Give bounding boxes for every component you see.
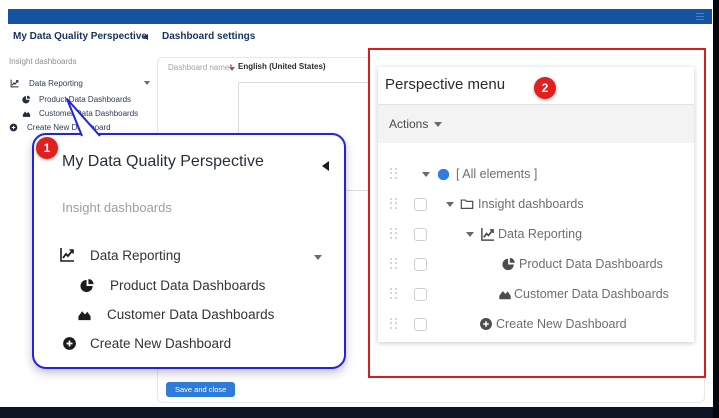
tree-row-label: Data Reporting [498,227,583,241]
folder-icon [460,197,474,211]
language-selected[interactable]: English (United States) [238,62,326,71]
page-title: Dashboard settings [162,31,256,42]
tree-row-product-data-dashboards[interactable]: Product Data Dashboards [378,249,694,279]
blue-circle-icon [437,168,450,181]
caret-down-icon[interactable] [446,201,454,207]
tree-row-label: [ All elements ] [456,167,538,181]
caret-down-icon[interactable] [466,231,474,237]
perspective-menu-title: Perspective menu [385,76,506,93]
line-chart-icon [59,247,75,263]
caret-down-icon[interactable] [422,171,430,177]
sidebar-item-create-new-dashboard[interactable]: Create New Dashboard [9,121,149,133]
drag-handle-icon[interactable] [390,197,398,211]
area-chart-icon [498,287,512,301]
perspective-menu-card: Perspective menu Actions [ All elements … [378,67,694,342]
bubble-item-label: Create New Dashboard [90,335,232,351]
divider [378,104,694,105]
annotation-badge-2: 2 [534,77,556,99]
row-checkbox[interactable] [414,317,427,331]
annotation-box-2: Perspective menu Actions [ All elements … [368,48,706,378]
tree-row-data-reporting[interactable]: Data Reporting [378,219,694,249]
language-chevron-down-icon[interactable] [229,67,235,71]
plus-circle-icon [62,336,77,351]
bottom-bar [0,407,719,418]
sidebar-item-data-reporting[interactable]: Data Reporting [10,77,150,89]
drag-handle-icon[interactable] [390,167,398,181]
drag-handle-icon[interactable] [390,257,398,271]
pie-chart-icon [80,278,95,293]
sidebar-item-customer-data-dashboards[interactable]: Customer Data Dashboards [22,107,152,119]
pie-chart-icon [502,257,516,271]
line-chart-icon [10,79,19,88]
annotation-badge-1: 1 [36,137,58,159]
bubble-item-label: Product Data Dashboards [110,277,266,293]
bubble-item-data-reporting: Data Reporting [59,245,329,265]
perspective-menu-tree: [ All elements ] Insight dashboards [378,143,694,342]
plus-circle-icon [479,317,493,331]
annotation-tail [66,98,101,137]
tree-row-label: Customer Data Dashboards [514,287,669,301]
bubble-item-product-data-dashboards: Product Data Dashboards [80,275,330,295]
area-chart-icon [22,109,31,118]
sidebar-item-label: Product Data Dashboards [39,94,132,104]
sidebar-item-product-data-dashboards[interactable]: Product Data Dashboards [22,93,152,105]
bubble-item-label: Data Reporting [90,247,181,263]
right-edge-strip [713,0,719,418]
row-checkbox[interactable] [414,287,427,301]
actions-dropdown[interactable]: Actions [389,117,429,131]
tree-row-label: Insight dashboards [478,197,584,211]
drag-handle-icon[interactable] [390,287,398,301]
area-chart-icon [77,307,92,322]
tree-row-all-elements[interactable]: [ All elements ] [378,159,694,189]
sidebar-section-label: Insight dashboards [9,57,77,66]
annotation-box-1: My Data Quality Perspective Insight dash… [32,133,346,369]
header: My Data Quality Perspective Dashboard se… [0,26,719,48]
tree-row-create-new-dashboard[interactable]: Create New Dashboard [378,309,694,339]
bubble-perspective-title: My Data Quality Perspective [62,153,264,170]
row-checkbox[interactable] [414,257,427,271]
app-menu-icon[interactable] [696,13,704,20]
tree-row-insight-dashboards[interactable]: Insight dashboards [378,189,694,219]
bubble-item-customer-data-dashboards: Customer Data Dashboards [77,304,327,324]
collapse-sidebar-icon [322,161,329,171]
sidebar-item-label: Data Reporting [29,78,83,88]
tree-row-label: Create New Dashboard [496,317,627,331]
drag-handle-icon[interactable] [390,317,398,331]
tree-row-customer-data-dashboards[interactable]: Customer Data Dashboards [378,279,694,309]
tree-row-label: Product Data Dashboards [519,257,663,271]
sidebar-item-label: Customer Data Dashboards [39,108,139,118]
dashboard-name-label: Dashboard name* [168,63,233,72]
chevron-down-icon[interactable] [434,121,443,127]
line-chart-icon [480,227,495,242]
actions-bar: Actions [378,105,694,143]
bubble-section-label: Insight dashboards [62,200,172,215]
perspective-title: My Data Quality Perspective [13,31,147,42]
bubble-item-create-new-dashboard: Create New Dashboard [62,333,312,353]
collapse-sidebar-icon[interactable] [143,34,148,40]
plus-circle-icon [9,123,18,132]
sidebar-item-label: Create New Dashboard [27,122,111,132]
drag-handle-icon[interactable] [390,227,398,241]
chevron-down-icon [314,255,322,260]
bubble-item-label: Customer Data Dashboards [107,306,275,322]
sidebar: Insight dashboards Data Reporting Produc… [0,48,156,403]
pie-chart-icon [22,95,31,104]
row-checkbox[interactable] [414,227,427,241]
row-checkbox[interactable] [414,197,427,211]
save-and-close-button[interactable]: Save and close [166,382,236,397]
chevron-down-icon[interactable] [144,81,150,85]
top-app-bar [8,9,712,24]
